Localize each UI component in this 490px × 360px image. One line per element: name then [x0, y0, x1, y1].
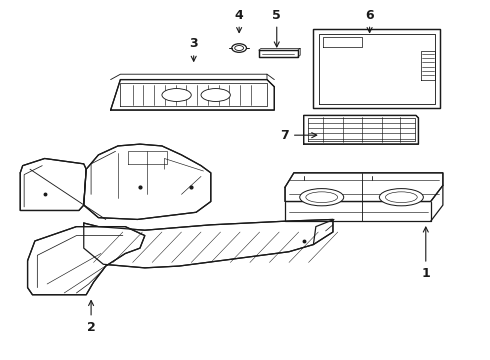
Polygon shape [111, 80, 274, 110]
Polygon shape [84, 220, 333, 268]
Ellipse shape [232, 44, 246, 52]
Polygon shape [20, 158, 86, 211]
Polygon shape [314, 30, 441, 108]
Text: 1: 1 [421, 227, 430, 280]
Text: 2: 2 [87, 301, 96, 333]
Ellipse shape [306, 192, 338, 203]
Text: 4: 4 [235, 9, 244, 32]
Text: 3: 3 [189, 37, 198, 61]
Polygon shape [259, 50, 298, 57]
Ellipse shape [300, 189, 343, 206]
Text: 7: 7 [280, 129, 317, 142]
Ellipse shape [162, 89, 191, 102]
Ellipse shape [235, 45, 244, 50]
Text: 5: 5 [272, 9, 281, 47]
Polygon shape [285, 173, 443, 202]
Ellipse shape [201, 89, 230, 102]
Ellipse shape [379, 189, 423, 206]
Polygon shape [27, 226, 145, 295]
Text: 6: 6 [365, 9, 374, 32]
Ellipse shape [386, 192, 417, 203]
Polygon shape [304, 116, 418, 144]
Polygon shape [84, 144, 211, 220]
